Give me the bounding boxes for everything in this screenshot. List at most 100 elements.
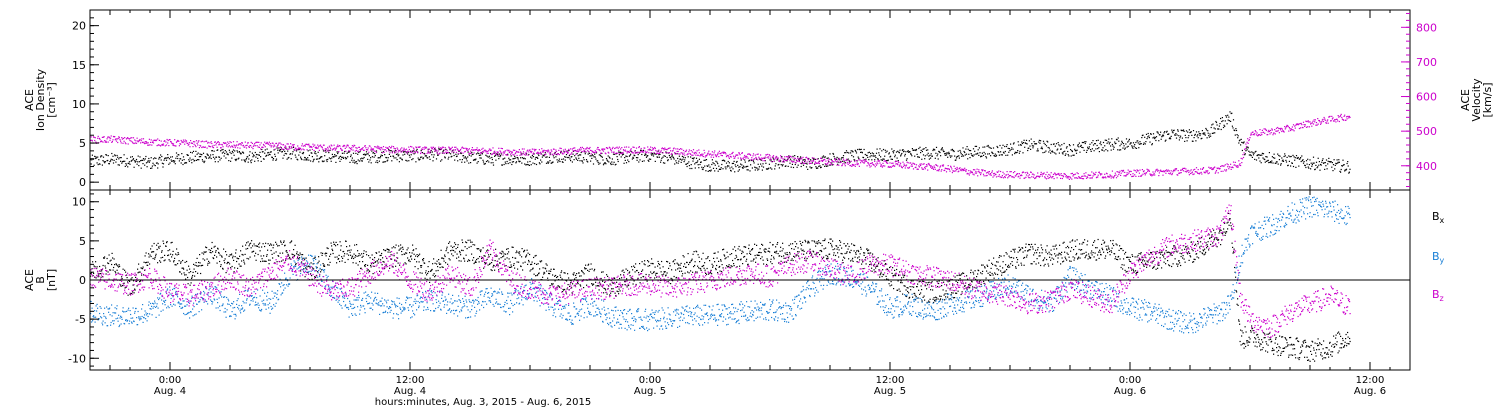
point: [671, 152, 673, 155]
point: [90, 273, 92, 275]
point: [1068, 144, 1070, 146]
point: [742, 165, 745, 167]
point: [660, 159, 662, 161]
point: [804, 162, 806, 164]
point: [1257, 154, 1259, 157]
point: [529, 160, 531, 163]
point: [212, 251, 214, 253]
point: [1009, 171, 1011, 173]
point: [406, 252, 408, 254]
point: [884, 149, 886, 151]
point: [939, 166, 941, 168]
point: [747, 153, 749, 155]
point: [1118, 140, 1120, 142]
point: [523, 148, 525, 150]
point: [1105, 139, 1108, 141]
point: [929, 154, 931, 156]
point: [606, 159, 608, 161]
point: [372, 258, 374, 260]
point: [361, 160, 363, 162]
point: [648, 148, 650, 150]
point: [957, 155, 959, 157]
point: [672, 150, 674, 152]
point: [549, 154, 551, 156]
point: [704, 156, 706, 158]
point: [354, 161, 356, 163]
point: [1225, 115, 1227, 117]
point: [247, 247, 249, 250]
point: [211, 142, 213, 145]
point: [1252, 131, 1254, 133]
point: [602, 148, 604, 150]
point: [250, 162, 252, 164]
point: [1262, 153, 1265, 155]
point: [499, 150, 501, 152]
point: [268, 143, 270, 145]
point: [303, 159, 305, 161]
point: [140, 280, 142, 282]
point: [1078, 142, 1080, 144]
point: [1344, 119, 1346, 121]
point: [177, 157, 179, 160]
point: [857, 156, 859, 158]
point: [108, 136, 110, 138]
point: [562, 158, 565, 160]
point: [1133, 169, 1135, 171]
point: [184, 274, 186, 276]
point: [303, 149, 305, 151]
point: [922, 163, 924, 165]
point: [354, 150, 356, 152]
point: [477, 150, 479, 152]
point: [716, 161, 718, 163]
point: [225, 272, 227, 274]
point: [1087, 177, 1089, 179]
point: [689, 167, 691, 170]
point: [247, 156, 249, 158]
point: [366, 153, 368, 155]
point: [423, 148, 425, 150]
point: [151, 251, 153, 253]
point: [1320, 122, 1322, 124]
point: [1025, 142, 1027, 144]
point: [730, 170, 732, 172]
point: [275, 142, 278, 144]
point: [871, 152, 873, 154]
point: [1343, 115, 1345, 117]
point: [953, 150, 955, 153]
point: [1048, 173, 1050, 176]
point: [945, 171, 948, 173]
point: [194, 159, 196, 162]
point: [692, 160, 694, 162]
point: [1234, 164, 1236, 166]
point: [596, 148, 598, 150]
point: [731, 152, 733, 154]
point: [188, 143, 190, 146]
point: [1018, 173, 1020, 175]
point: [1001, 175, 1003, 177]
point: [299, 257, 301, 259]
point: [785, 156, 788, 158]
point: [1322, 118, 1324, 120]
point: [1214, 166, 1216, 168]
point: [378, 258, 380, 260]
point: [1236, 166, 1238, 168]
point: [927, 163, 929, 165]
point: [615, 152, 618, 154]
point: [971, 171, 973, 174]
point: [722, 168, 724, 170]
point: [882, 162, 884, 164]
point: [1168, 170, 1170, 172]
point: [560, 147, 562, 150]
point: [130, 137, 132, 139]
point: [506, 149, 508, 151]
point: [534, 163, 536, 165]
point: [161, 250, 163, 252]
point: [1311, 125, 1313, 127]
point: [509, 150, 511, 152]
point: [397, 155, 399, 157]
point: [102, 141, 104, 143]
point: [605, 158, 608, 160]
point: [498, 158, 500, 160]
point: [265, 260, 267, 262]
point: [553, 157, 555, 159]
